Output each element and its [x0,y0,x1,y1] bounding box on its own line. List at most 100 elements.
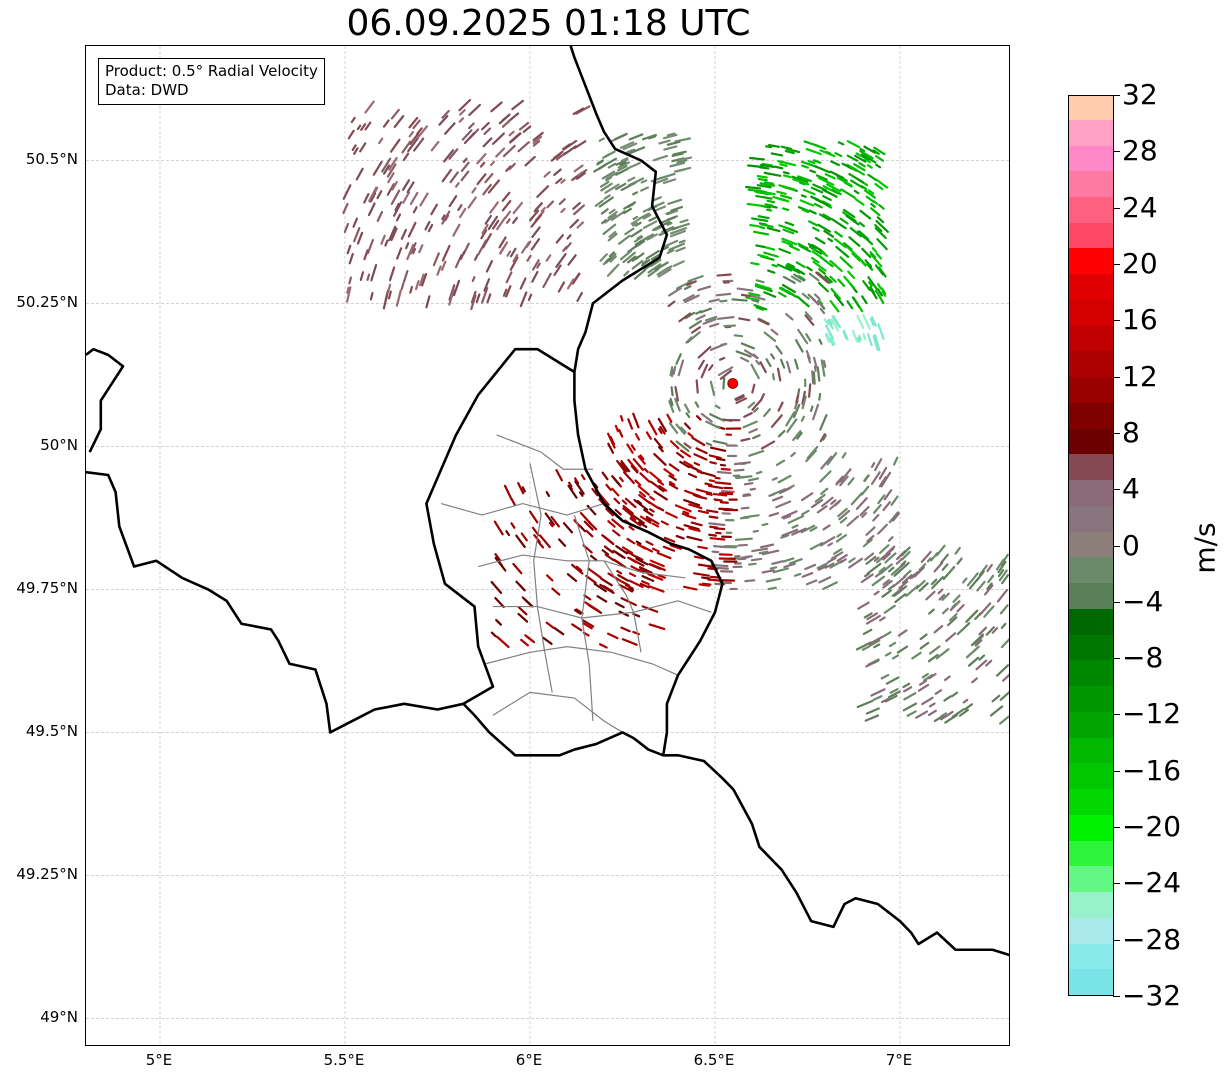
radar-echo-6 [575,608,584,615]
radar-echo-2 [877,288,884,297]
radar-echo-7 [805,333,812,342]
radar-echo-1 [623,270,630,277]
radar-echo-0 [390,189,401,205]
radar-echo-4 [877,494,886,505]
colorbar-segment [1069,711,1113,738]
radar-echo-0 [511,99,524,111]
radar-echo-2 [765,208,773,212]
radar-echo-4 [827,542,834,547]
radar-echo-7 [678,312,692,323]
colorbar-tick-label: −8 [1122,641,1164,675]
colorbar-segment [1069,299,1113,326]
radar-echo-7 [816,300,825,309]
radar-echo-2 [813,202,823,209]
radar-echo-2 [860,260,867,267]
radar-echo-4 [740,506,750,510]
radar-echo-2 [875,289,885,305]
radar-echo-4 [860,573,874,584]
radar-echo-4 [805,449,817,463]
radar-echo-6 [520,532,528,542]
radar-echo-2 [781,283,797,294]
y-tick-label: 50.25°N [16,293,78,312]
radar-echo-2 [798,244,812,253]
radar-echo-0 [430,140,440,152]
radar-echo-5 [649,559,665,568]
radar-echo-6 [584,601,600,612]
radar-echo-3 [956,557,963,565]
radar-echo-6 [545,490,551,497]
radar-echo-3 [978,654,986,661]
radar-echo-7 [760,440,776,450]
radar-echo-0 [471,187,477,194]
radar-echo-5 [682,510,690,515]
radar-echo-6 [586,504,597,516]
radar-echo-2 [763,171,782,177]
radar-echo-1 [601,170,616,180]
radar-echo-5 [693,461,701,467]
radar-echo-5 [622,507,634,517]
radar-echo-2 [863,145,876,154]
colorbar-segment [1069,273,1113,300]
radar-echo-3 [956,604,965,613]
radar-echo-4 [708,522,726,527]
radar-echo-5 [647,585,665,593]
radar-echo-6 [645,515,660,525]
radar-echo-0 [468,122,475,130]
radar-echo-1 [643,259,658,271]
district-boundary-5 [492,691,623,733]
radar-echo-0 [412,206,418,214]
radar-echo-7 [816,366,821,382]
radar-echo-0 [430,203,438,216]
country-border-1 [86,470,1009,957]
radar-echo-5 [641,580,650,586]
radar-echo-1 [654,261,669,271]
radar-echo-3 [893,563,908,577]
radar-echo-4 [855,497,868,510]
radar-echo-5 [704,482,713,487]
colorbar-tick-mark [1113,601,1120,603]
radar-echo-7 [801,395,807,410]
radar-map[interactable]: Product: 0.5° Radial Velocity Data: DWD [85,45,1010,1046]
radar-echo-1 [619,141,635,149]
radar-echo-5 [668,483,679,490]
radar-echo-8 [856,336,861,343]
district-boundaries [441,434,712,733]
radar-echo-0 [386,163,397,178]
radar-echo-0 [476,173,487,186]
radar-echo-2 [810,186,824,194]
radar-echo-0 [531,270,539,283]
colorbar-tick-mark [1113,432,1120,434]
radar-echo-2 [811,226,820,232]
radar-echo-7 [782,275,796,284]
radar-echo-3 [958,708,970,717]
radar-echo-1 [632,215,639,221]
radar-echo-4 [829,499,842,510]
radar-echo-2 [858,230,870,241]
radar-echo-7 [797,328,809,345]
radar-echo-0 [576,291,583,302]
radar-echo-2 [767,143,780,148]
radar-echo-6 [579,512,592,525]
radar-echo-7 [723,324,737,328]
radar-echo-6 [582,622,593,630]
radar-echo-2 [778,224,791,230]
colorbar-segment [1069,839,1113,867]
radar-echo-5 [699,471,716,478]
radar-echo-0 [542,272,552,289]
radar-echo-3 [971,677,979,684]
radar-echo-4 [781,528,799,537]
radar-echo-3 [976,580,986,592]
radar-echo-5 [668,480,676,486]
radar-echo-2 [807,160,816,165]
radar-echo-5 [656,551,672,560]
radar-echo-5 [705,492,713,496]
radar-echo-6 [575,565,583,572]
radar-echo-2 [834,152,843,158]
radar-echo-0 [563,145,577,156]
colorbar-segment [1069,196,1113,223]
radar-echo-2 [785,264,801,274]
radar-echo-2 [781,240,794,247]
colorbar-tick-label: −20 [1122,810,1182,844]
radar-echo-4 [878,466,888,480]
radar-echo-0 [490,101,503,113]
